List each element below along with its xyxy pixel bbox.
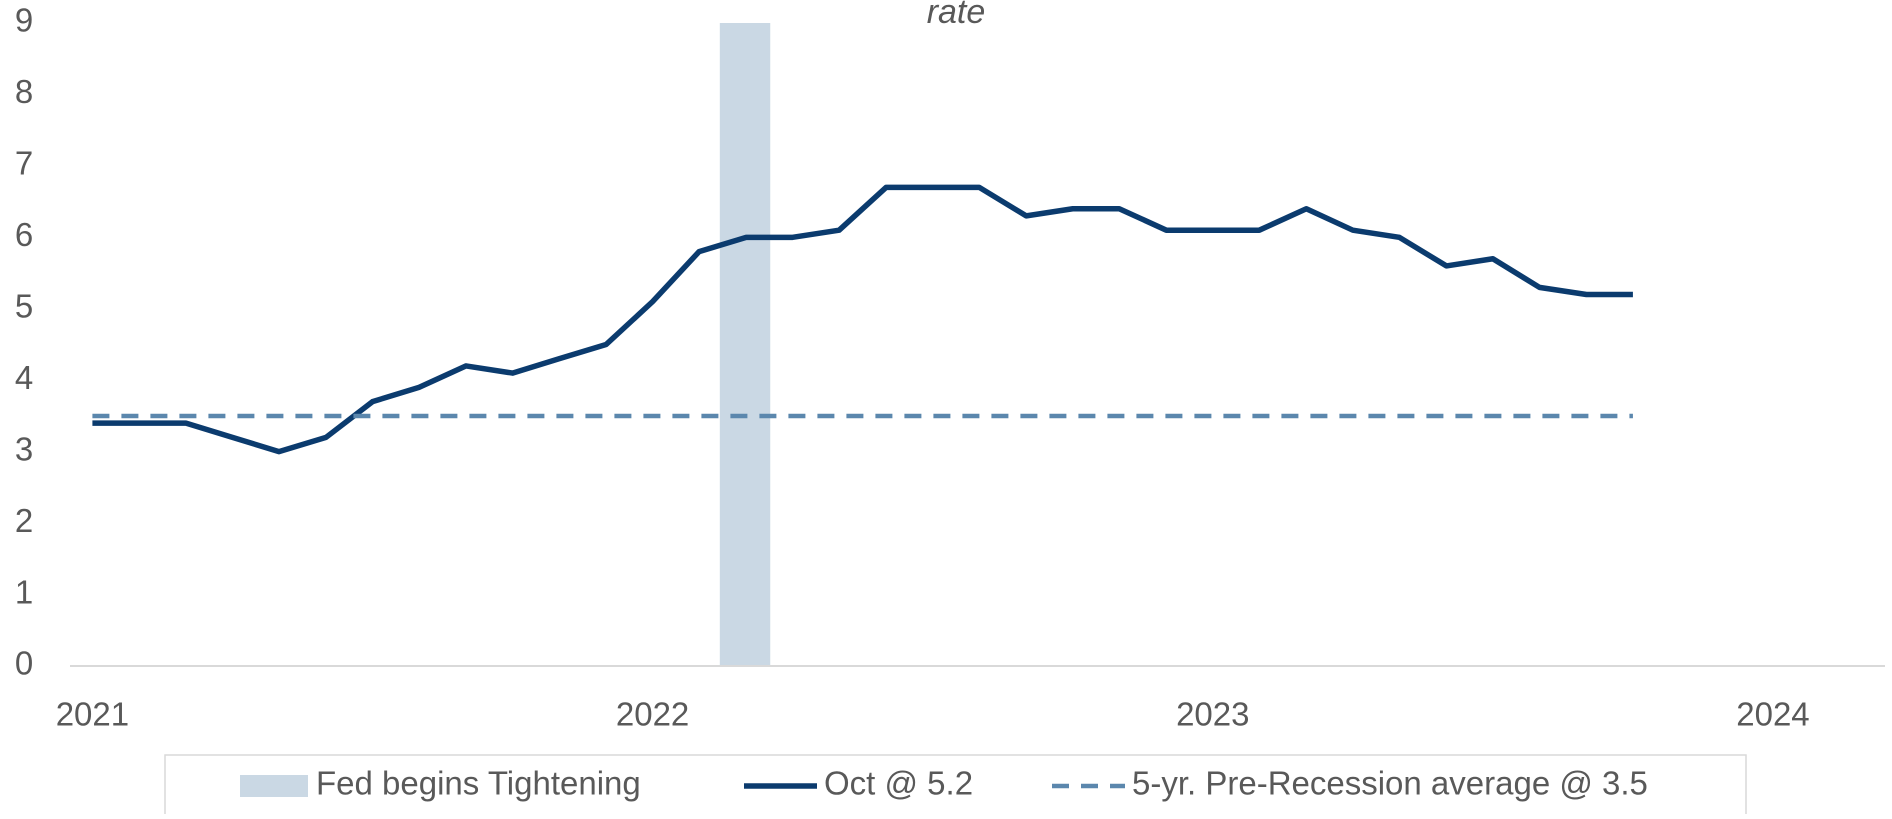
x-tick-label: 2024 bbox=[1736, 696, 1809, 733]
y-tick-label: 3 bbox=[15, 430, 33, 467]
y-tick-label: 2 bbox=[15, 502, 33, 539]
tightening-band bbox=[719, 23, 771, 666]
y-tick-label: 8 bbox=[15, 73, 33, 110]
x-tick-label: 2021 bbox=[56, 696, 129, 733]
y-tick-label: 4 bbox=[15, 359, 33, 396]
legend-label: Oct @ 5.2 bbox=[824, 765, 973, 802]
series-line bbox=[92, 184, 1633, 455]
legend-label: 5-yr. Pre-Recession average @ 3.5 bbox=[1132, 765, 1648, 802]
legend-swatch bbox=[240, 775, 308, 797]
y-tick-label: 6 bbox=[15, 216, 33, 253]
y-tick-label: 7 bbox=[15, 145, 33, 182]
y-tick-label: 0 bbox=[15, 645, 33, 682]
chart-title: rate bbox=[927, 0, 986, 31]
y-tick-label: 5 bbox=[15, 287, 33, 324]
legend-label: Fed begins Tightening bbox=[316, 765, 641, 802]
x-tick-label: 2022 bbox=[616, 696, 689, 733]
x-tick-label: 2023 bbox=[1176, 696, 1249, 733]
y-tick-label: 9 bbox=[15, 2, 33, 39]
y-tick-label: 1 bbox=[15, 573, 33, 610]
